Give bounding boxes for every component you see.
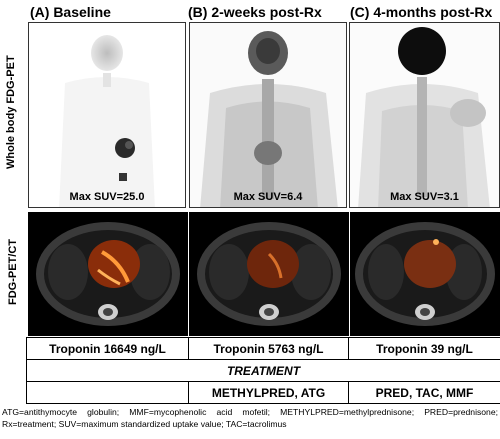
troponin-2weeks: Troponin 5763 ng/L (188, 337, 349, 360)
brain-uptake (398, 27, 446, 75)
abbreviation-footnote: ATG=antithymocyte globulin; MMF=mycophen… (2, 407, 498, 429)
treatment-heading-row: TREATMENT (26, 359, 500, 382)
body-outline (59, 77, 155, 207)
ct-image-2weeks (189, 212, 349, 336)
panel-title-4months: (C) 4-months post-Rx (350, 4, 493, 20)
cardiac-uptake (254, 141, 282, 165)
pet-image-baseline: Max SUV=25.0 (28, 22, 186, 208)
brain-uptake (91, 35, 123, 71)
treatment-heading: TREATMENT (26, 359, 500, 382)
treatment-regimen-row: METHYLPRED, ATG PRED, TAC, MMF (26, 381, 500, 404)
panel-title-2weeks: (B) 2-weeks post-Rx (188, 4, 322, 20)
pet-image-2weeks: Max SUV=6.4 (189, 22, 347, 208)
ct-image-baseline (28, 212, 188, 336)
pet-image-4months: Max SUV=3.1 (349, 22, 500, 208)
row-label-ct: FDG-PET/CT (7, 239, 19, 305)
cardiac-uptake (247, 240, 299, 288)
regimen-2weeks: METHYLPRED, ATG (188, 381, 349, 404)
pet-mip-baseline-graphic (59, 35, 155, 207)
suv-2weeks: Max SUV=6.4 (233, 191, 303, 203)
results-table: Troponin 16649 ng/L Troponin 5763 ng/L T… (26, 337, 500, 404)
cardiac-uptake (404, 240, 456, 288)
ct-slice-4months-graphic (355, 222, 495, 326)
ct-slice-baseline-graphic (36, 222, 180, 326)
row-label-pet: Whole body FDG-PET (5, 55, 17, 169)
troponin-4months: Troponin 39 ng/L (348, 337, 500, 360)
troponin-baseline: Troponin 16649 ng/L (26, 337, 189, 360)
regimen-4months: PRED, TAC, MMF (348, 381, 500, 404)
suv-4months: Max SUV=3.1 (390, 191, 459, 203)
pet-mip-2weeks-graphic (200, 31, 338, 207)
ct-image-4months (350, 212, 500, 336)
suv-baseline: Max SUV=25.0 (69, 191, 145, 203)
pet-mip-4months-graphic (358, 27, 490, 207)
panel-title-baseline: (A) Baseline (30, 4, 111, 20)
cardiac-uptake (115, 138, 135, 158)
regimen-baseline (26, 381, 189, 404)
troponin-row: Troponin 16649 ng/L Troponin 5763 ng/L T… (26, 337, 500, 360)
ct-slice-2weeks-graphic (197, 222, 341, 326)
